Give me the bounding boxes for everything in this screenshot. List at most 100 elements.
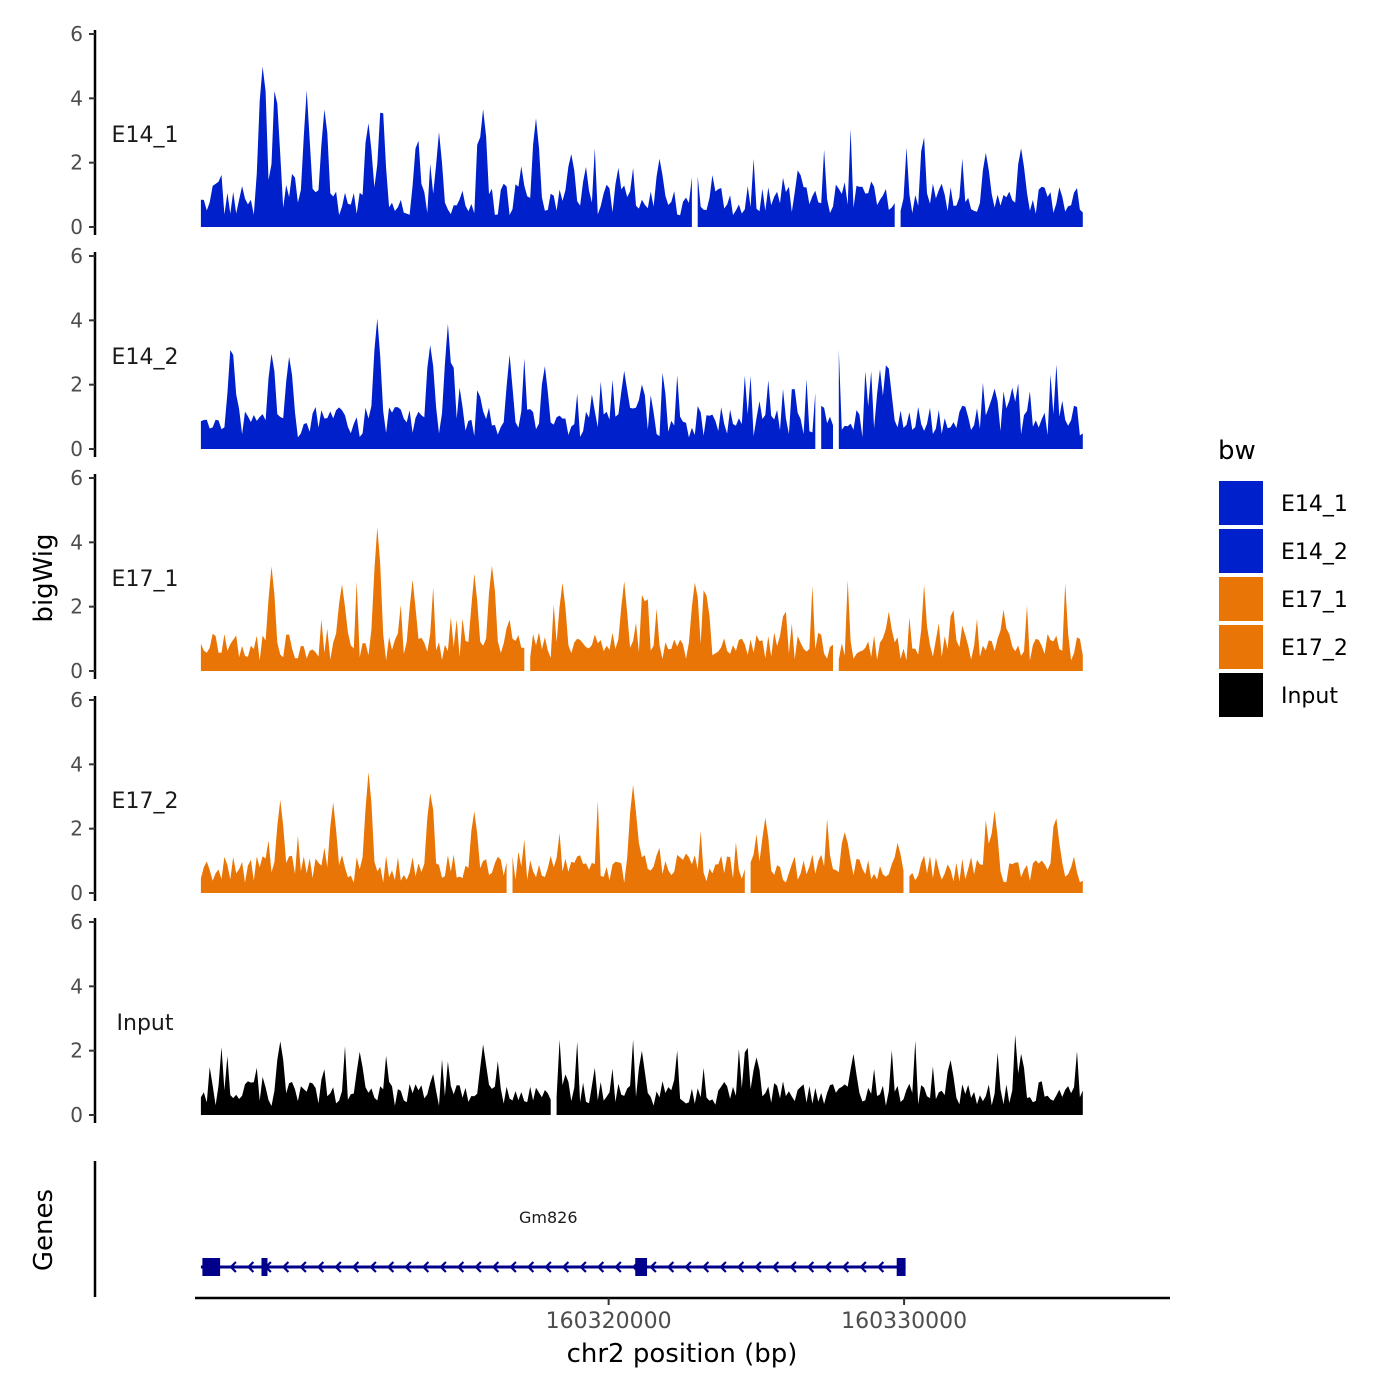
y-tick-label-E17_1-4: 4: [70, 530, 83, 554]
y-tick-label-E14_1-4: 4: [70, 86, 83, 110]
strand-arrow-18: [544, 1261, 552, 1273]
strand-arrow-9: [386, 1261, 395, 1273]
strand-arrow-8: [369, 1261, 377, 1273]
legend-label-E14_2: E14_2: [1281, 540, 1348, 565]
y-tick-label-Input-6: 6: [70, 910, 83, 934]
x-axis-label: chr2 position (bp): [567, 1339, 798, 1369]
strand-arrow-37: [876, 1261, 885, 1273]
y-tick-label-E14_1-0: 0: [70, 215, 83, 239]
signal-area-Input-1: [556, 1034, 1083, 1115]
exon-0: [202, 1258, 221, 1276]
y-axis-label: bigWig: [29, 533, 59, 622]
strand-arrow-25: [666, 1261, 675, 1273]
x-axis: 160320000 160330000: [195, 1296, 1170, 1334]
strand-arrow-19: [561, 1261, 570, 1273]
legend-swatch-E14_1: [1219, 481, 1263, 525]
legend-swatch-E17_2: [1219, 625, 1263, 669]
strand-arrow-34: [824, 1261, 832, 1273]
signal-area-E17_1-1: [530, 581, 833, 671]
gene-name-label: Gm826: [519, 1208, 578, 1227]
y-tick-label-E17_2-4: 4: [70, 752, 83, 776]
signal-area-E14_1-2: [900, 137, 1083, 227]
y-tick-label-E14_2-0: 0: [70, 437, 83, 461]
strand-arrow-30: [754, 1261, 762, 1273]
strand-arrow-31: [771, 1261, 780, 1273]
track-E17_2: 0 2 4 6 E17_2: [70, 688, 1083, 905]
y-tick-label-E14_2-2: 2: [70, 373, 83, 397]
legend-label-Input: Input: [1281, 684, 1338, 709]
strand-arrow-35: [841, 1261, 850, 1273]
track-E14_2: 0 2 4 6 E14_2: [70, 244, 1083, 461]
y-tick-label-E17_2-6: 6: [70, 688, 83, 712]
legend-swatch-Input: [1219, 673, 1263, 717]
strand-arrow-33: [806, 1261, 815, 1273]
signal-area-E17_1-0: [200, 527, 525, 671]
strand-arrow-20: [579, 1261, 587, 1273]
y-tick-label-E17_1-2: 2: [70, 595, 83, 619]
strand-arrow-10: [404, 1261, 412, 1273]
tracks-layer: 0 2 4 6 E14_1 0 2 4 6 E14_2 0 2 4 6 E17_1 0 2 4 6 E17_2 0 2 4 6…: [70, 22, 1083, 1127]
y-tick-label-Input-4: 4: [70, 974, 83, 998]
track-E17_1: 0 2 4 6 E17_1: [70, 466, 1083, 683]
y-tick-label-Input-2: 2: [70, 1039, 83, 1063]
x-tick-label-1: 160330000: [841, 1309, 967, 1334]
strand-arrow-26: [684, 1261, 692, 1273]
signal-area-E17_1-2: [838, 580, 1083, 671]
exon-2: [635, 1258, 648, 1276]
y-tick-label-E14_2-4: 4: [70, 308, 83, 332]
strand-arrow-12: [439, 1261, 447, 1273]
strand-arrow-24: [649, 1261, 657, 1273]
strand-arrow-6: [334, 1261, 342, 1273]
y-tick-label-E14_1-2: 2: [70, 151, 83, 175]
signal-area-E14_1-0: [200, 66, 692, 227]
signal-area-E14_2-2: [838, 349, 1083, 449]
strand-arrow-22: [614, 1261, 622, 1273]
legend-label-E17_1: E17_1: [1281, 588, 1348, 613]
legend-swatch-E17_1: [1219, 577, 1263, 621]
y-tick-label-E17_1-0: 0: [70, 659, 83, 683]
strand-arrow-13: [456, 1261, 465, 1273]
strand-arrow-7: [351, 1261, 360, 1273]
strand-arrow-1: [246, 1261, 255, 1273]
y-tick-label-E17_2-0: 0: [70, 881, 83, 905]
legend-title: bw: [1218, 436, 1256, 466]
strand-arrow-36: [859, 1261, 867, 1273]
strand-arrow-28: [719, 1261, 727, 1273]
legend-label-E14_1: E14_1: [1281, 492, 1348, 517]
strand-arrow-3: [281, 1261, 290, 1273]
strand-arrow-0: [229, 1261, 237, 1273]
genes-layer: Genes Gm826: [29, 1161, 906, 1297]
strand-arrow-4: [299, 1261, 307, 1273]
strand-arrow-32: [789, 1261, 797, 1273]
track-E14_1: 0 2 4 6 E14_1: [70, 22, 1083, 239]
signal-area-E17_2-2: [750, 817, 904, 893]
signal-area-E14_2-0: [200, 318, 816, 449]
signal-area-E14_2-1: [821, 405, 833, 449]
y-tick-label-E14_1-6: 6: [70, 22, 83, 46]
exon-1: [261, 1258, 268, 1276]
y-tick-label-E17_1-6: 6: [70, 466, 83, 490]
strand-arrow-29: [736, 1261, 745, 1273]
signal-area-E17_2-1: [512, 784, 745, 893]
track-label-E17_2: E17_2: [112, 789, 179, 814]
track-label-E14_1: E14_1: [112, 123, 179, 148]
legend-swatch-E14_2: [1219, 529, 1263, 573]
track-label-E17_1: E17_1: [112, 567, 179, 592]
strand-arrow-5: [316, 1261, 325, 1273]
y-tick-label-Input-0: 0: [70, 1103, 83, 1127]
genes-panel-label: Genes: [29, 1189, 59, 1271]
strand-arrow-27: [701, 1261, 710, 1273]
strand-arrow-15: [491, 1261, 500, 1273]
strand-arrow-11: [421, 1261, 430, 1273]
strand-arrow-21: [596, 1261, 605, 1273]
exon-3: [896, 1258, 906, 1276]
legend-label-E17_2: E17_2: [1281, 636, 1348, 661]
x-tick-label-0: 160320000: [546, 1309, 672, 1334]
track-Input: 0 2 4 6 Input: [70, 910, 1083, 1127]
signal-area-E14_1-1: [697, 129, 895, 227]
strand-arrow-16: [509, 1261, 517, 1273]
signal-area-E17_2-3: [909, 810, 1083, 893]
track-label-E14_2: E14_2: [112, 345, 179, 370]
